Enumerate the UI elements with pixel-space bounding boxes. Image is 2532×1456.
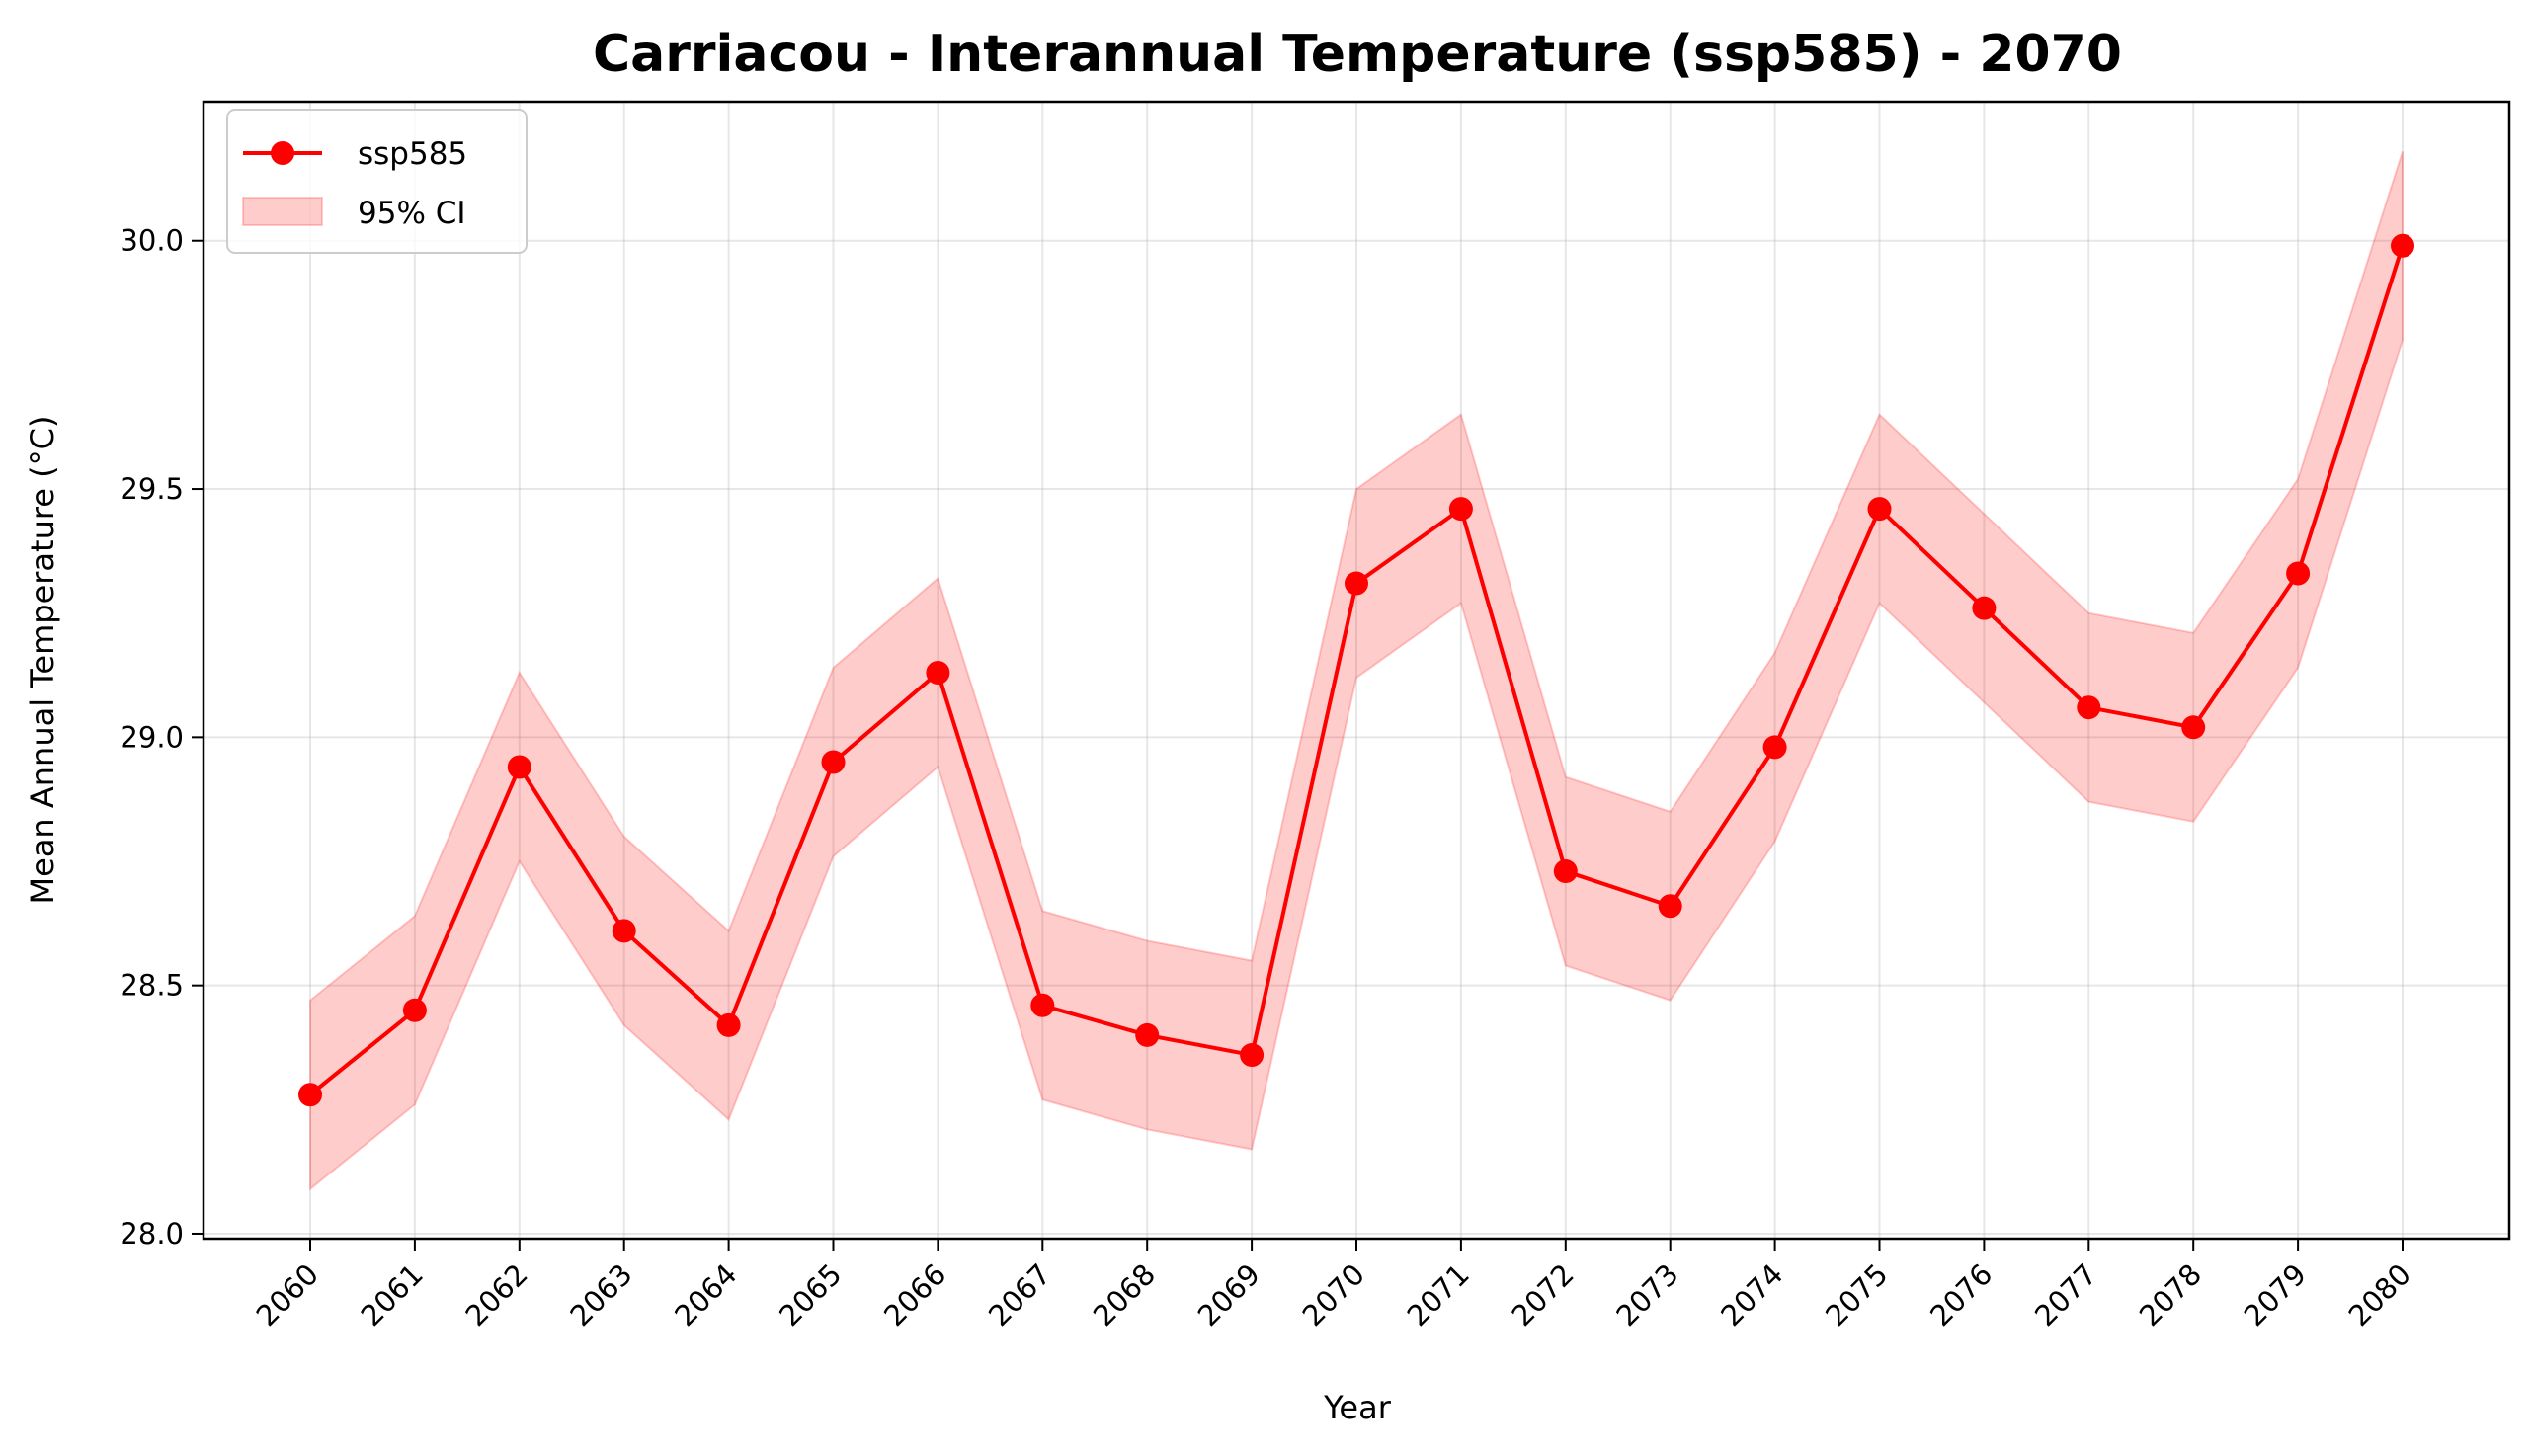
data-point xyxy=(402,998,427,1022)
data-point xyxy=(507,755,531,779)
confidence-band xyxy=(309,150,2404,1191)
data-point xyxy=(298,1083,322,1107)
y-tick-label: 29.0 xyxy=(120,720,184,754)
data-point xyxy=(1030,993,1055,1017)
data-point xyxy=(1553,859,1578,884)
y-tick-label: 29.5 xyxy=(120,472,184,506)
data-point xyxy=(1972,596,1997,620)
data-point xyxy=(1448,497,1473,522)
data-point xyxy=(1240,1043,1265,1068)
x-axis-title: Year xyxy=(1323,1389,1392,1426)
legend-frame xyxy=(226,109,528,254)
data-point xyxy=(2391,233,2414,258)
legend-label-ci: 95% CI xyxy=(358,196,466,231)
data-point xyxy=(1658,894,1682,919)
data-point xyxy=(716,1012,741,1037)
legend-marker-swatch xyxy=(271,141,294,165)
data-point xyxy=(821,750,846,774)
data-point xyxy=(2077,695,2101,720)
series-points xyxy=(298,233,2414,1107)
legend: ssp585 95% CI xyxy=(226,109,528,254)
legend-ci-swatch xyxy=(242,197,323,226)
ci-band xyxy=(309,150,2404,1191)
y-axis-ticks: 28.0 28.5 29.0 29.5 30.0 xyxy=(120,224,204,1251)
data-point xyxy=(612,919,636,943)
data-point xyxy=(1762,735,1787,760)
data-point xyxy=(1345,571,1368,596)
data-point xyxy=(1135,1022,1160,1047)
data-point xyxy=(2286,561,2311,586)
grid xyxy=(204,102,2509,1239)
data-point xyxy=(1867,497,1892,522)
y-tick-label: 28.0 xyxy=(120,1217,184,1251)
chart-title: Carriacou - Interannual Temperature (ssp… xyxy=(593,25,2122,84)
y-tick-label: 30.0 xyxy=(120,224,184,258)
y-axis-title: Mean Annual Temperature (°C) xyxy=(24,416,61,905)
data-point xyxy=(926,661,950,686)
legend-label-series: ssp585 xyxy=(358,136,467,172)
y-tick-label: 28.5 xyxy=(120,969,184,1003)
data-point xyxy=(2181,715,2206,740)
